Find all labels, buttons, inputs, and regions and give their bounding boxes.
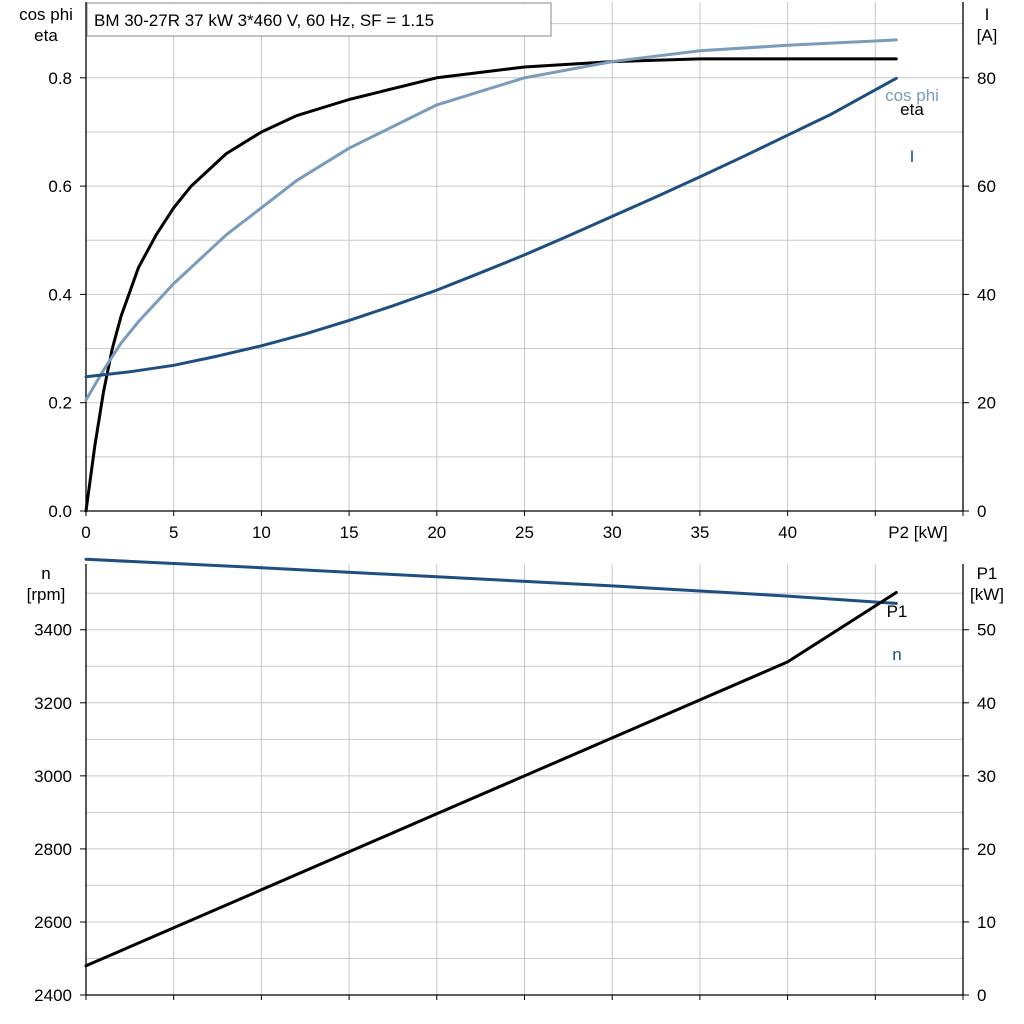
series-line-p1	[84, 591, 898, 968]
y-tick-label-left: 3400	[34, 621, 72, 640]
y-tick-label-left: 0.8	[48, 69, 72, 88]
series-line-cos-phi	[84, 38, 898, 402]
x-tick-label: 25	[515, 523, 534, 542]
series-label-eta: eta	[900, 100, 924, 119]
y-tick-label-right: 20	[977, 394, 996, 413]
x-axis-label: P2 [kW]	[888, 523, 948, 542]
y-tick-label-left: 0.4	[48, 285, 72, 304]
series-line-i	[84, 76, 898, 379]
y-tick-label-left: 3000	[34, 767, 72, 786]
y-tick-label-right: 0	[977, 502, 986, 521]
panel-1	[80, 2, 969, 516]
y-tick-label-right: 80	[977, 69, 996, 88]
y-axis-label-right: I	[985, 5, 990, 24]
x-tick-label: 30	[603, 523, 622, 542]
y-axis-label-left: n	[41, 564, 50, 583]
x-tick-label: 20	[427, 523, 446, 542]
y-tick-label-left: 2800	[34, 840, 72, 859]
y-axis-label-left: [rpm]	[27, 585, 66, 604]
y-tick-label-left: 2600	[34, 913, 72, 932]
y-axis-label-left: cos phi	[19, 5, 73, 24]
y-tick-label-left: 0.2	[48, 394, 72, 413]
series-label-p1: P1	[887, 602, 908, 621]
y-axis-label-right: [kW]	[970, 585, 1004, 604]
y-tick-label-right: 60	[977, 177, 996, 196]
y-tick-label-right: 20	[977, 840, 996, 859]
x-tick-label: 35	[690, 523, 709, 542]
y-tick-label-right: 40	[977, 285, 996, 304]
y-axis-label-left: eta	[34, 26, 58, 45]
panel-2	[80, 557, 969, 1000]
x-tick-label: 0	[81, 523, 90, 542]
y-tick-label-left: 0.6	[48, 177, 72, 196]
series-line-eta	[84, 57, 898, 513]
y-tick-label-left: 0.0	[48, 502, 72, 521]
y-tick-label-left: 3200	[34, 694, 72, 713]
y-tick-label-right: 0	[977, 986, 986, 1005]
y-axis-label-right: [A]	[977, 26, 998, 45]
series-line-n	[84, 557, 898, 605]
x-tick-label: 15	[340, 523, 359, 542]
y-tick-label-right: 40	[977, 694, 996, 713]
x-tick-label: 10	[252, 523, 271, 542]
y-tick-label-right: 10	[977, 913, 996, 932]
series-label-i: I	[910, 147, 915, 166]
x-tick-label: 5	[169, 523, 178, 542]
y-tick-label-left: 2400	[34, 986, 72, 1005]
y-tick-label-right: 30	[977, 767, 996, 786]
x-tick-label: 40	[778, 523, 797, 542]
series-label-cos-phi: cos phi	[885, 86, 939, 105]
y-tick-label-right: 50	[977, 621, 996, 640]
y-axis-label-right: P1	[977, 564, 998, 583]
series-label-n: n	[892, 645, 901, 664]
title-box	[86, 2, 552, 37]
chart-title: BM 30-27R 37 kW 3*460 V, 60 Hz, SF = 1.1…	[94, 11, 434, 30]
